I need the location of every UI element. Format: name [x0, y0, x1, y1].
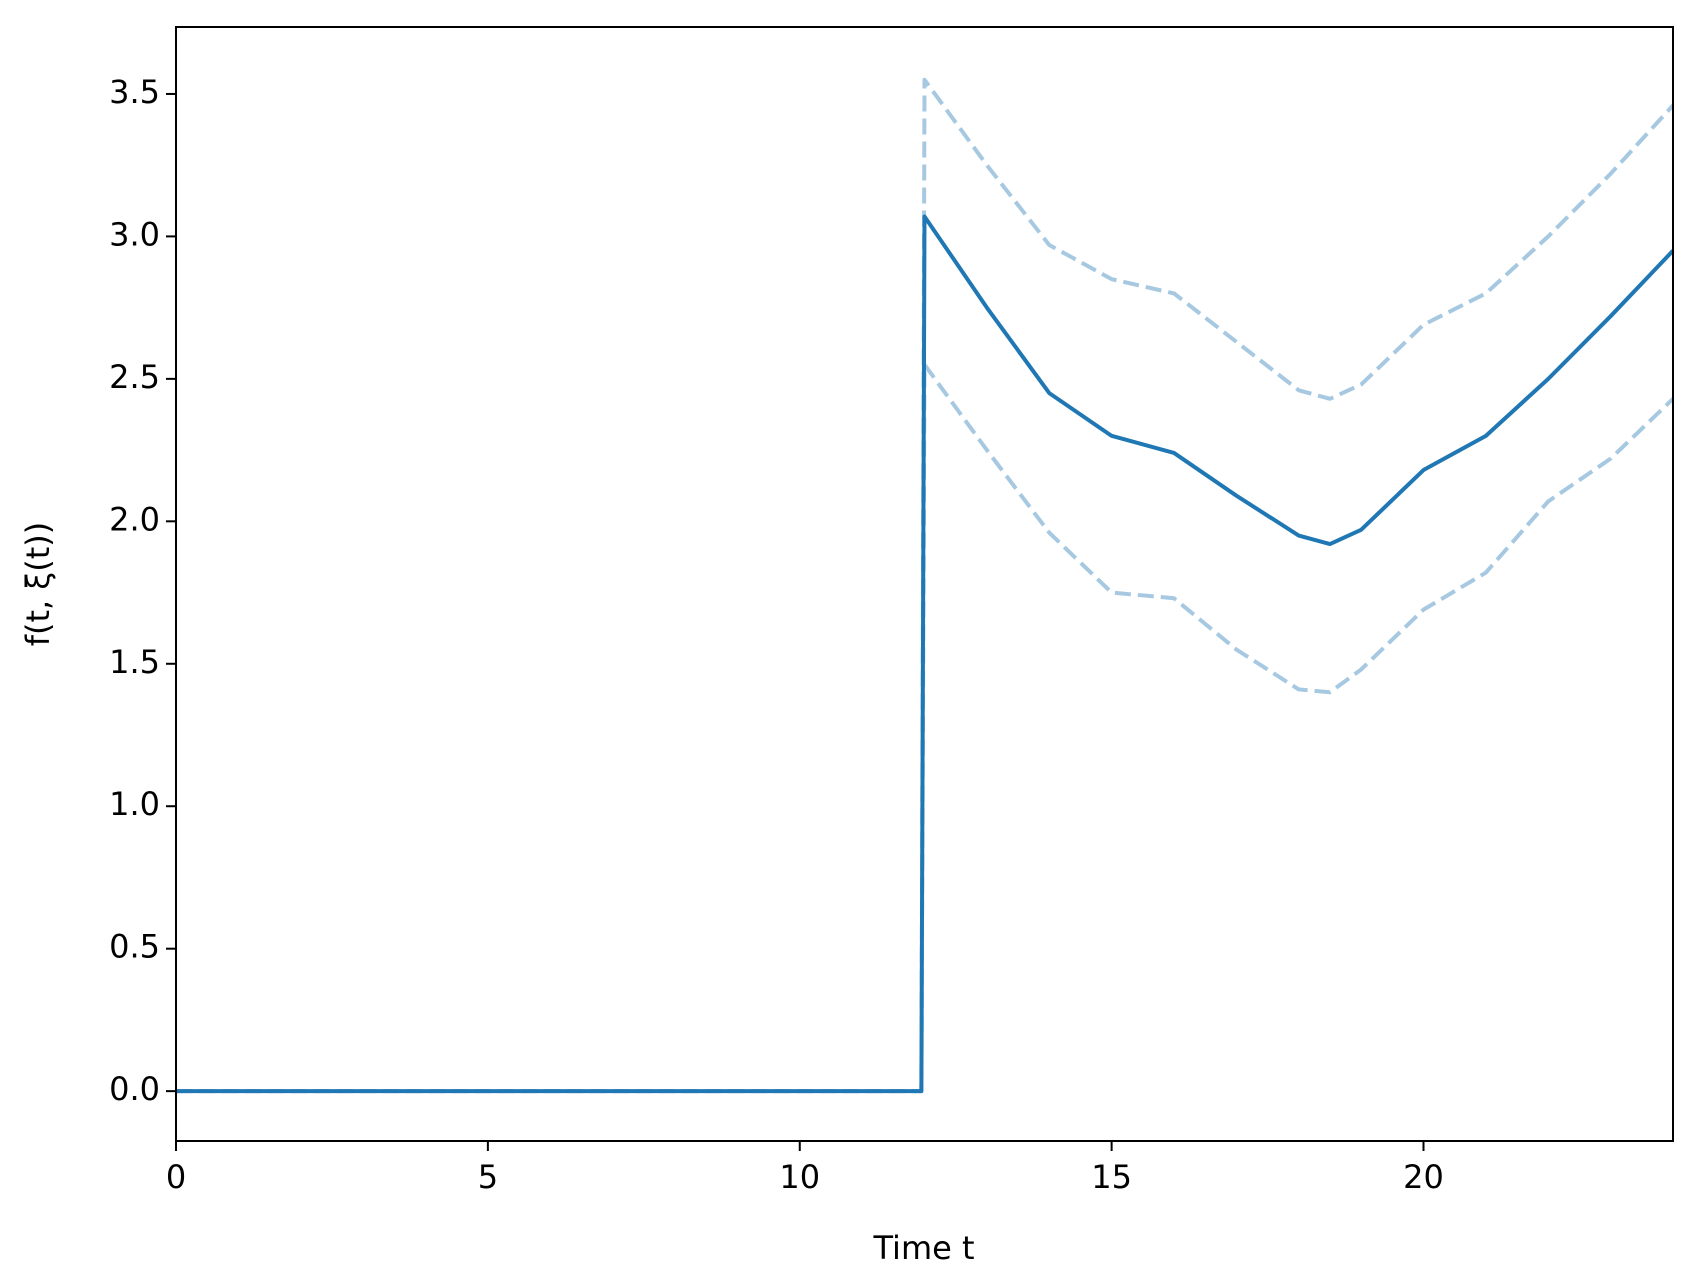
line-series — [176, 214, 1675, 1094]
y-tick-label: 2.0 — [109, 500, 160, 538]
line-series — [176, 77, 1675, 1094]
x-tick-label: 10 — [779, 1158, 820, 1196]
x-axis-label: Time t — [872, 1229, 974, 1266]
y-tick-label: 1.0 — [109, 785, 160, 823]
line-series — [176, 362, 1675, 1094]
x-tick-label: 15 — [1091, 1158, 1132, 1196]
y-tick-label: 3.5 — [109, 73, 160, 111]
x-tick-label: 20 — [1403, 1158, 1444, 1196]
y-axis-label: f(t, ξ(t)) — [19, 522, 57, 646]
x-tick-label: 5 — [478, 1158, 498, 1196]
y-tick-label: 0.5 — [109, 928, 160, 966]
y-tick-label: 0.0 — [109, 1070, 160, 1108]
x-tick-label: 0 — [166, 1158, 186, 1196]
y-tick-label: 1.5 — [109, 643, 160, 681]
y-tick-label: 2.5 — [109, 358, 160, 396]
plot-frame — [175, 26, 1674, 1142]
y-tick-label: 3.0 — [109, 215, 160, 253]
